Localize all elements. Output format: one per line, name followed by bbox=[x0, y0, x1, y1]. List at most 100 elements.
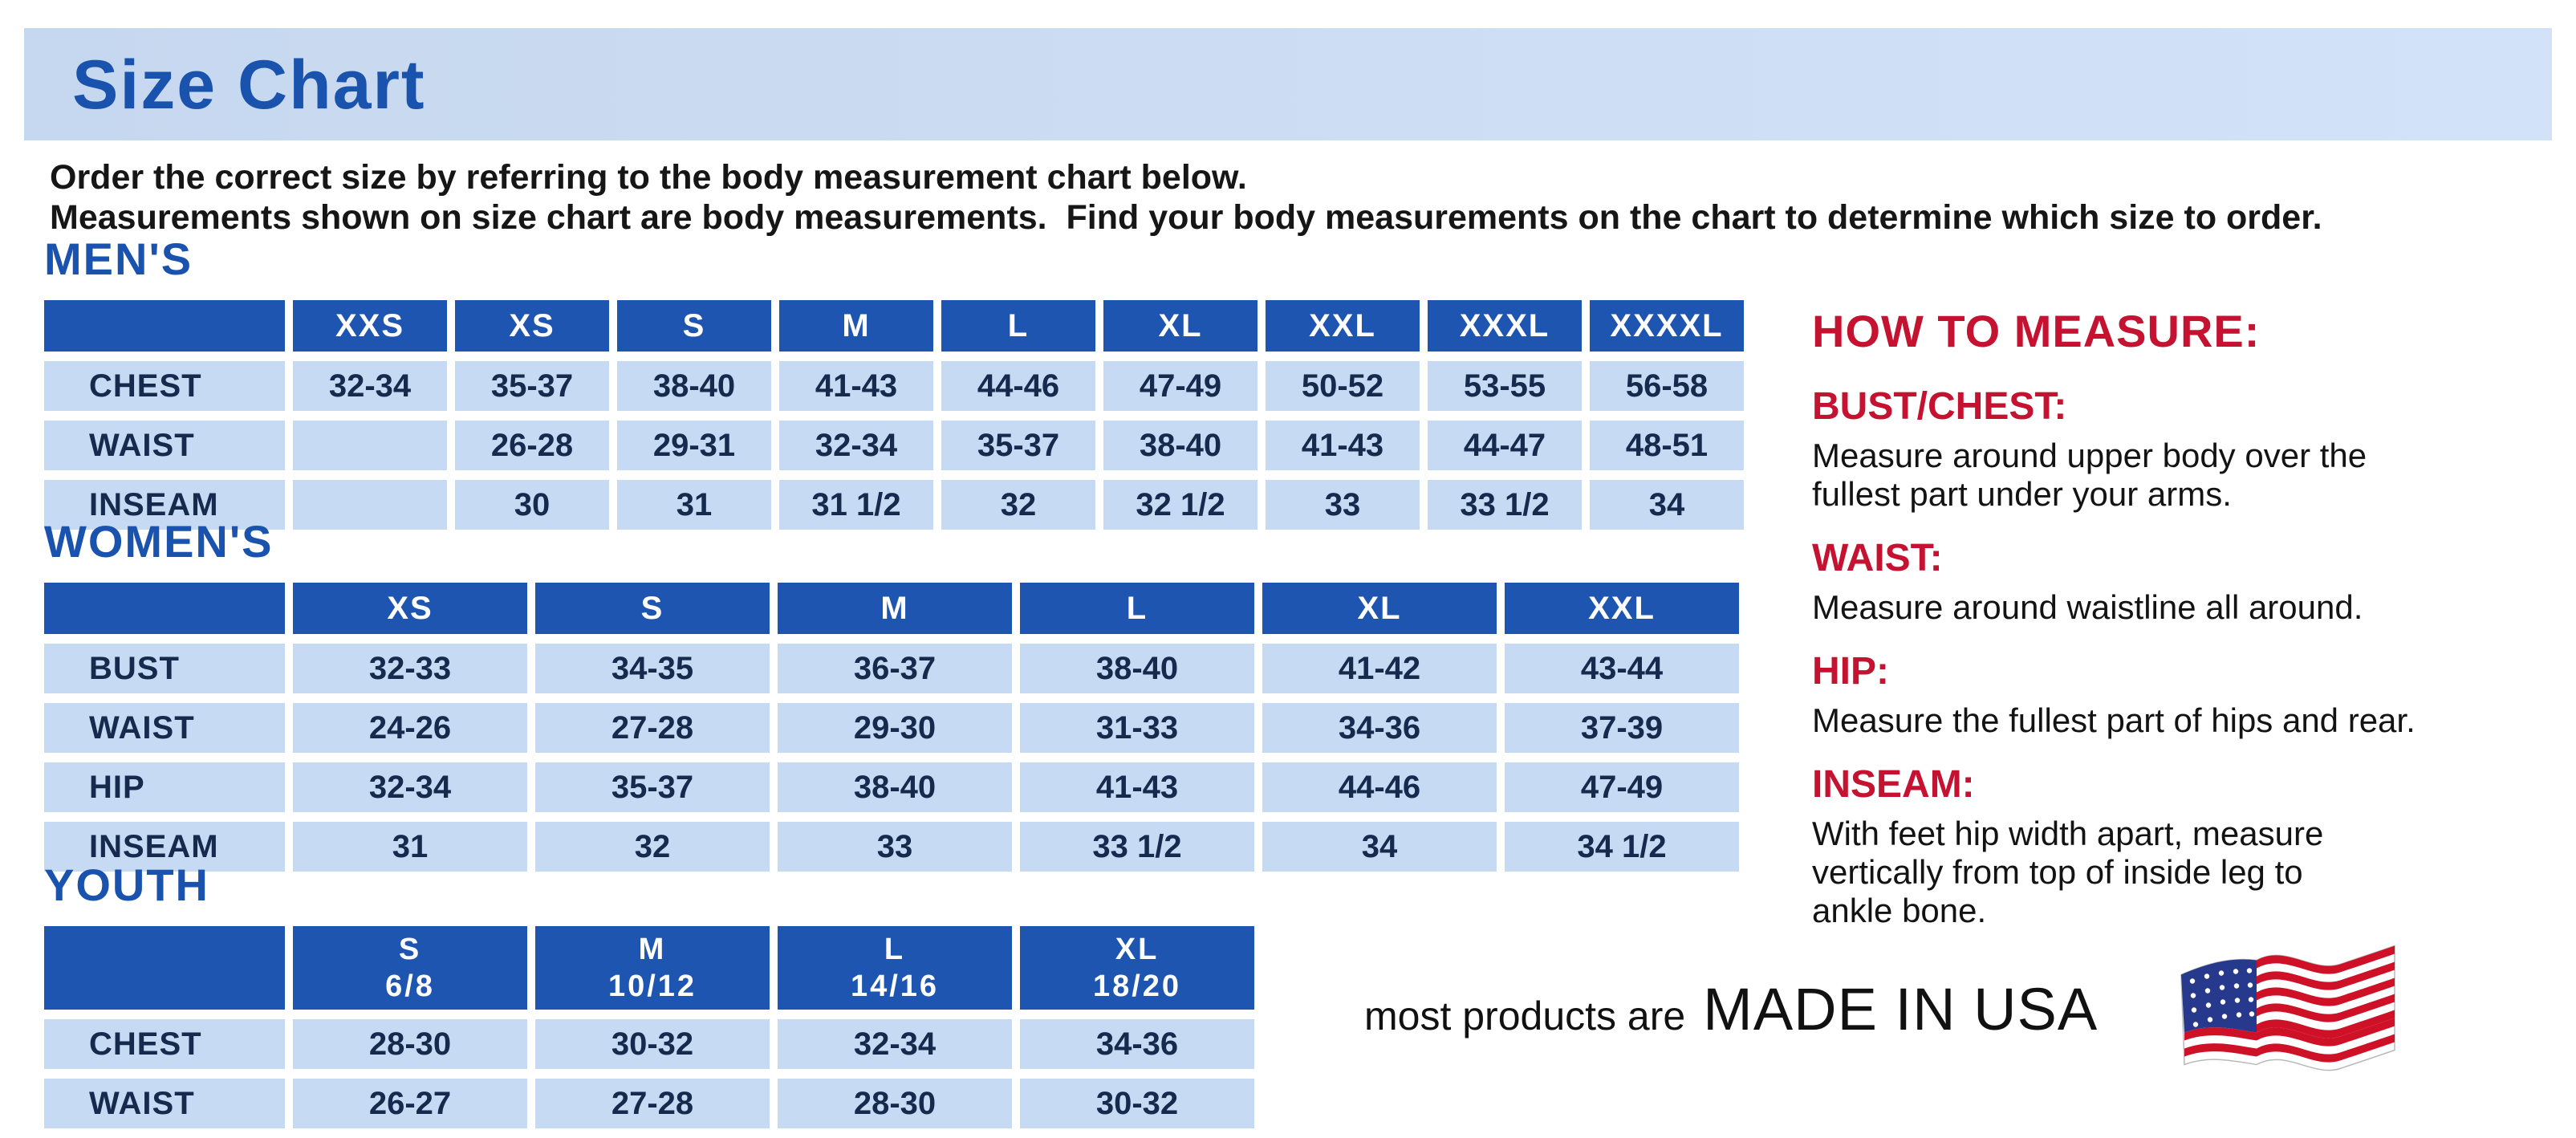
table-row: HIP 32-34 35-37 38-40 41-43 44-46 47-49 bbox=[44, 762, 1739, 812]
size-column-header: XL bbox=[1262, 583, 1497, 634]
size-value-cell: 32-34 bbox=[293, 361, 447, 411]
size-column-header: L 14/16 bbox=[778, 926, 1012, 1010]
table-row: CHEST 28-30 30-32 32-34 34-36 bbox=[44, 1019, 1254, 1069]
row-label-cell: HIP bbox=[44, 762, 285, 812]
size-column-header: XS bbox=[293, 583, 527, 634]
size-column-header: XL bbox=[1103, 300, 1258, 352]
table-row: WAIST 26-28 29-31 32-34 35-37 38-40 41-43 44-47… bbox=[44, 421, 1744, 470]
size-value-cell: 37-39 bbox=[1505, 703, 1739, 753]
row-label-cell: CHEST bbox=[44, 1019, 285, 1069]
size-value-cell: 41-42 bbox=[1262, 644, 1497, 693]
table-row: WAIST 24-26 27-28 29-30 31-33 34-36 37-39 bbox=[44, 703, 1739, 753]
size-value-cell: 28-30 bbox=[778, 1079, 1012, 1128]
size-value-cell bbox=[293, 421, 447, 470]
size-value-cell: 34 1/2 bbox=[1505, 822, 1739, 872]
size-value-cell: 32-34 bbox=[778, 1019, 1012, 1069]
size-value-cell: 32 bbox=[535, 822, 770, 872]
size-value-cell bbox=[293, 480, 447, 530]
size-value-cell: 32-34 bbox=[779, 421, 933, 470]
size-column-header: XXL bbox=[1505, 583, 1739, 634]
made-in-usa-prefix: most products are bbox=[1364, 994, 1686, 1038]
size-value-cell: 50-52 bbox=[1266, 361, 1420, 411]
row-label-cell: WAIST bbox=[44, 421, 285, 470]
womens-size-table: XS S M L XL XXL BUST 32-33 34-35 36-37 38-40 41-42 4… bbox=[36, 573, 1747, 881]
youth-size-table: S 6/8 M 10/12 L 14/16 XL 18/20 CHEST 28-30 30-… bbox=[36, 916, 1262, 1138]
size-value-cell: 33 bbox=[1266, 480, 1420, 530]
size-column-header: M bbox=[779, 300, 933, 352]
size-column-header: S bbox=[535, 583, 770, 634]
made-in-usa-text: MADE IN USA bbox=[1703, 976, 2099, 1042]
size-value-cell: 47-49 bbox=[1505, 762, 1739, 812]
size-column-header: S 6/8 bbox=[293, 926, 527, 1010]
usa-flag-icon bbox=[2180, 945, 2395, 1071]
size-value-cell: 34-36 bbox=[1262, 703, 1497, 753]
flag-stars bbox=[2189, 968, 2255, 1027]
intro-text: Order the correct size by referring to t… bbox=[50, 158, 2322, 237]
size-value-cell: 31 bbox=[617, 480, 771, 530]
size-value-cell: 33 1/2 bbox=[1428, 480, 1582, 530]
size-value-cell: 26-27 bbox=[293, 1079, 527, 1128]
how-to-measure-section: HOW TO MEASURE: BUST/CHEST: Measure arou… bbox=[1812, 305, 2574, 930]
size-column-header: M bbox=[778, 583, 1012, 634]
size-value-cell: 29-31 bbox=[617, 421, 771, 470]
size-value-cell: 56-58 bbox=[1590, 361, 1744, 411]
size-value-cell: 30-32 bbox=[1020, 1079, 1254, 1128]
made-in-usa-line: most products are MADE IN USA bbox=[1364, 975, 2098, 1043]
size-value-cell: 34 bbox=[1262, 822, 1497, 872]
measure-term-inseam: INSEAM: bbox=[1812, 763, 1975, 806]
size-value-cell: 38-40 bbox=[778, 762, 1012, 812]
size-value-cell: 31 1/2 bbox=[779, 480, 933, 530]
header-row: S 6/8 M 10/12 L 14/16 XL 18/20 bbox=[44, 926, 1254, 1010]
size-value-cell: 38-40 bbox=[617, 361, 771, 411]
size-value-cell: 33 bbox=[778, 822, 1012, 872]
table-row: INSEAM 30 31 31 1/2 32 32 1/2 33 33 1/2 34 bbox=[44, 480, 1744, 530]
table-corner-cell bbox=[44, 583, 285, 634]
measure-desc-bust-chest: Measure around upper body over the fulle… bbox=[1812, 437, 2367, 513]
size-value-cell: 27-28 bbox=[535, 703, 770, 753]
size-value-cell: 34-35 bbox=[535, 644, 770, 693]
size-column-header: L bbox=[1020, 583, 1254, 634]
size-column-header: XXXXL bbox=[1590, 300, 1744, 352]
measure-desc-waist: Measure around waistline all around. bbox=[1812, 588, 2363, 626]
size-value-cell: 38-40 bbox=[1103, 421, 1258, 470]
size-value-cell: 26-28 bbox=[455, 421, 609, 470]
size-column-header: XL 18/20 bbox=[1020, 926, 1254, 1010]
size-value-cell: 41-43 bbox=[1020, 762, 1254, 812]
size-value-cell: 34-36 bbox=[1020, 1019, 1254, 1069]
size-value-cell: 48-51 bbox=[1590, 421, 1744, 470]
size-value-cell: 35-37 bbox=[535, 762, 770, 812]
row-label-cell: BUST bbox=[44, 644, 285, 693]
mens-section: MEN'S XXS XS S M L XL XXL XXXL XXXXL CHEST 32-34 35… bbox=[36, 236, 1752, 539]
size-column-header: S bbox=[617, 300, 771, 352]
size-column-header: XXXL bbox=[1428, 300, 1582, 352]
measure-term-hip: HIP: bbox=[1812, 650, 1889, 693]
size-value-cell: 44-47 bbox=[1428, 421, 1582, 470]
row-label-cell: INSEAM bbox=[44, 480, 285, 530]
table-row: CHEST 32-34 35-37 38-40 41-43 44-46 47-49 50-52… bbox=[44, 361, 1744, 411]
size-value-cell: 31 bbox=[293, 822, 527, 872]
youth-section: YOUTH S 6/8 M 10/12 L 14/16 XL 18/20 CHEST 28… bbox=[36, 862, 1262, 1138]
size-value-cell: 31-33 bbox=[1020, 703, 1254, 753]
title-banner: Size Chart bbox=[24, 28, 2552, 140]
size-value-cell: 24-26 bbox=[293, 703, 527, 753]
table-row: BUST 32-33 34-35 36-37 38-40 41-42 43-44 bbox=[44, 644, 1739, 693]
page-title: Size Chart bbox=[72, 47, 426, 124]
size-value-cell: 32 1/2 bbox=[1103, 480, 1258, 530]
table-corner-cell bbox=[44, 926, 285, 1010]
size-value-cell: 36-37 bbox=[778, 644, 1012, 693]
size-column-header: L bbox=[941, 300, 1095, 352]
row-label-cell: WAIST bbox=[44, 1079, 285, 1128]
measure-desc-hip: Measure the fullest part of hips and rea… bbox=[1812, 701, 2416, 739]
size-value-cell: 44-46 bbox=[1262, 762, 1497, 812]
size-value-cell: 35-37 bbox=[941, 421, 1095, 470]
size-value-cell: 27-28 bbox=[535, 1079, 770, 1128]
header-row: XS S M L XL XXL bbox=[44, 583, 1739, 634]
size-value-cell: 30-32 bbox=[535, 1019, 770, 1069]
header-row: XXS XS S M L XL XXL XXXL XXXXL bbox=[44, 300, 1744, 352]
table-row: WAIST 26-27 27-28 28-30 30-32 bbox=[44, 1079, 1254, 1128]
size-value-cell: 47-49 bbox=[1103, 361, 1258, 411]
table-row: INSEAM 31 32 33 33 1/2 34 34 1/2 bbox=[44, 822, 1739, 872]
row-label-cell: CHEST bbox=[44, 361, 285, 411]
size-column-header: XS bbox=[455, 300, 609, 352]
mens-size-table: XXS XS S M L XL XXL XXXL XXXXL CHEST 32-34 35-37 38-… bbox=[36, 291, 1752, 539]
